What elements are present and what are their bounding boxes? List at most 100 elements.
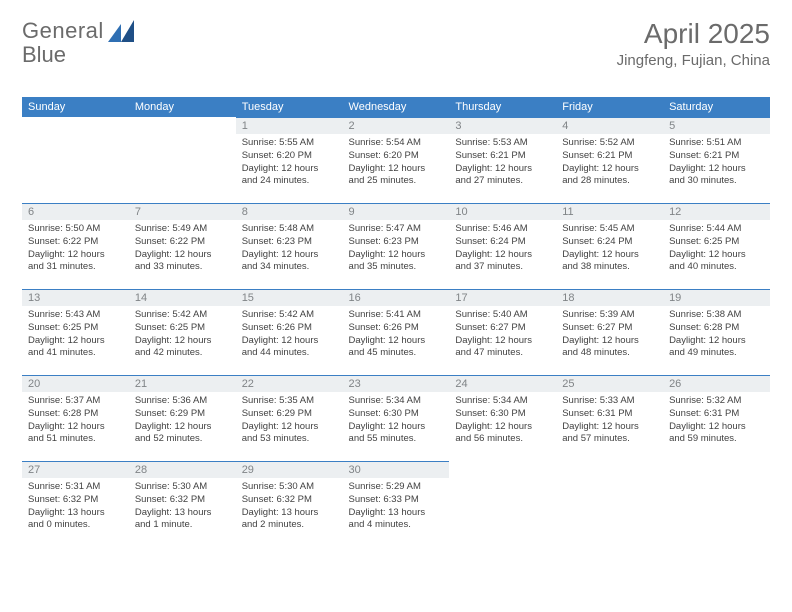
day-content: Sunrise: 5:32 AMSunset: 6:31 PMDaylight:… [663, 392, 770, 450]
calendar-cell: 9Sunrise: 5:47 AMSunset: 6:23 PMDaylight… [343, 203, 450, 289]
day-number: 14 [129, 289, 236, 306]
day-content: Sunrise: 5:35 AMSunset: 6:29 PMDaylight:… [236, 392, 343, 450]
day-content: Sunrise: 5:34 AMSunset: 6:30 PMDaylight:… [343, 392, 450, 450]
day-content: Sunrise: 5:54 AMSunset: 6:20 PMDaylight:… [343, 134, 450, 192]
calendar-row: 27Sunrise: 5:31 AMSunset: 6:32 PMDayligh… [22, 461, 770, 547]
calendar-row: 6Sunrise: 5:50 AMSunset: 6:22 PMDaylight… [22, 203, 770, 289]
calendar-page: General April 2025 Jingfeng, Fujian, Chi… [0, 0, 792, 565]
day-number: 6 [22, 203, 129, 220]
day-content: Sunrise: 5:40 AMSunset: 6:27 PMDaylight:… [449, 306, 556, 364]
day-content: Sunrise: 5:38 AMSunset: 6:28 PMDaylight:… [663, 306, 770, 364]
weekday-header: Friday [556, 97, 663, 117]
day-content: Sunrise: 5:42 AMSunset: 6:25 PMDaylight:… [129, 306, 236, 364]
day-content: Sunrise: 5:48 AMSunset: 6:23 PMDaylight:… [236, 220, 343, 278]
day-number: 10 [449, 203, 556, 220]
calendar-cell: 5Sunrise: 5:51 AMSunset: 6:21 PMDaylight… [663, 117, 770, 203]
day-number: 3 [449, 117, 556, 134]
title-block: April 2025 Jingfeng, Fujian, China [617, 18, 770, 69]
day-number: 30 [343, 461, 450, 478]
day-content: Sunrise: 5:30 AMSunset: 6:32 PMDaylight:… [129, 478, 236, 536]
day-number: 8 [236, 203, 343, 220]
calendar-cell [663, 461, 770, 547]
day-number: 25 [556, 375, 663, 392]
day-number: 15 [236, 289, 343, 306]
day-number: 19 [663, 289, 770, 306]
weekday-header: Saturday [663, 97, 770, 117]
calendar-row: 20Sunrise: 5:37 AMSunset: 6:28 PMDayligh… [22, 375, 770, 461]
calendar-cell: 15Sunrise: 5:42 AMSunset: 6:26 PMDayligh… [236, 289, 343, 375]
location: Jingfeng, Fujian, China [617, 52, 770, 69]
calendar-cell: 14Sunrise: 5:42 AMSunset: 6:25 PMDayligh… [129, 289, 236, 375]
calendar-cell [556, 461, 663, 547]
month-title: April 2025 [617, 18, 770, 50]
calendar-cell: 2Sunrise: 5:54 AMSunset: 6:20 PMDaylight… [343, 117, 450, 203]
calendar-cell: 10Sunrise: 5:46 AMSunset: 6:24 PMDayligh… [449, 203, 556, 289]
day-number: 4 [556, 117, 663, 134]
day-number: 17 [449, 289, 556, 306]
calendar-cell: 18Sunrise: 5:39 AMSunset: 6:27 PMDayligh… [556, 289, 663, 375]
day-number: 5 [663, 117, 770, 134]
logo: General [22, 18, 138, 44]
calendar-cell: 7Sunrise: 5:49 AMSunset: 6:22 PMDaylight… [129, 203, 236, 289]
calendar-cell: 21Sunrise: 5:36 AMSunset: 6:29 PMDayligh… [129, 375, 236, 461]
day-content: Sunrise: 5:51 AMSunset: 6:21 PMDaylight:… [663, 134, 770, 192]
calendar-cell: 13Sunrise: 5:43 AMSunset: 6:25 PMDayligh… [22, 289, 129, 375]
calendar-body: 1Sunrise: 5:55 AMSunset: 6:20 PMDaylight… [22, 117, 770, 547]
calendar-head: SundayMondayTuesdayWednesdayThursdayFrid… [22, 97, 770, 117]
calendar-cell: 16Sunrise: 5:41 AMSunset: 6:26 PMDayligh… [343, 289, 450, 375]
day-content: Sunrise: 5:39 AMSunset: 6:27 PMDaylight:… [556, 306, 663, 364]
day-content: Sunrise: 5:49 AMSunset: 6:22 PMDaylight:… [129, 220, 236, 278]
calendar-cell: 1Sunrise: 5:55 AMSunset: 6:20 PMDaylight… [236, 117, 343, 203]
calendar-cell: 26Sunrise: 5:32 AMSunset: 6:31 PMDayligh… [663, 375, 770, 461]
calendar-cell: 4Sunrise: 5:52 AMSunset: 6:21 PMDaylight… [556, 117, 663, 203]
calendar-cell: 22Sunrise: 5:35 AMSunset: 6:29 PMDayligh… [236, 375, 343, 461]
day-number: 9 [343, 203, 450, 220]
calendar-cell: 12Sunrise: 5:44 AMSunset: 6:25 PMDayligh… [663, 203, 770, 289]
day-number: 18 [556, 289, 663, 306]
day-content: Sunrise: 5:30 AMSunset: 6:32 PMDaylight:… [236, 478, 343, 536]
calendar-cell: 30Sunrise: 5:29 AMSunset: 6:33 PMDayligh… [343, 461, 450, 547]
day-content: Sunrise: 5:44 AMSunset: 6:25 PMDaylight:… [663, 220, 770, 278]
day-content: Sunrise: 5:42 AMSunset: 6:26 PMDaylight:… [236, 306, 343, 364]
day-number: 28 [129, 461, 236, 478]
weekday-header: Wednesday [343, 97, 450, 117]
topbar: General April 2025 Jingfeng, Fujian, Chi… [22, 18, 770, 69]
day-number: 1 [236, 117, 343, 134]
day-content: Sunrise: 5:37 AMSunset: 6:28 PMDaylight:… [22, 392, 129, 450]
logo-text-1: General [22, 18, 104, 44]
day-content: Sunrise: 5:53 AMSunset: 6:21 PMDaylight:… [449, 134, 556, 192]
day-number: 26 [663, 375, 770, 392]
calendar-cell: 19Sunrise: 5:38 AMSunset: 6:28 PMDayligh… [663, 289, 770, 375]
day-number: 24 [449, 375, 556, 392]
day-content: Sunrise: 5:46 AMSunset: 6:24 PMDaylight:… [449, 220, 556, 278]
day-number: 22 [236, 375, 343, 392]
weekday-header: Thursday [449, 97, 556, 117]
day-number: 13 [22, 289, 129, 306]
calendar-row: 13Sunrise: 5:43 AMSunset: 6:25 PMDayligh… [22, 289, 770, 375]
day-number: 23 [343, 375, 450, 392]
calendar-cell: 11Sunrise: 5:45 AMSunset: 6:24 PMDayligh… [556, 203, 663, 289]
calendar-cell: 8Sunrise: 5:48 AMSunset: 6:23 PMDaylight… [236, 203, 343, 289]
calendar-cell: 25Sunrise: 5:33 AMSunset: 6:31 PMDayligh… [556, 375, 663, 461]
day-content: Sunrise: 5:41 AMSunset: 6:26 PMDaylight:… [343, 306, 450, 364]
calendar-cell [22, 117, 129, 203]
calendar-cell: 24Sunrise: 5:34 AMSunset: 6:30 PMDayligh… [449, 375, 556, 461]
calendar-cell: 28Sunrise: 5:30 AMSunset: 6:32 PMDayligh… [129, 461, 236, 547]
day-content: Sunrise: 5:36 AMSunset: 6:29 PMDaylight:… [129, 392, 236, 450]
day-content: Sunrise: 5:34 AMSunset: 6:30 PMDaylight:… [449, 392, 556, 450]
calendar-cell: 6Sunrise: 5:50 AMSunset: 6:22 PMDaylight… [22, 203, 129, 289]
day-content: Sunrise: 5:29 AMSunset: 6:33 PMDaylight:… [343, 478, 450, 536]
logo-mark-icon [108, 20, 134, 42]
logo-text-2: Blue [22, 42, 66, 68]
calendar-cell: 3Sunrise: 5:53 AMSunset: 6:21 PMDaylight… [449, 117, 556, 203]
calendar-cell [449, 461, 556, 547]
day-content: Sunrise: 5:55 AMSunset: 6:20 PMDaylight:… [236, 134, 343, 192]
calendar-cell: 27Sunrise: 5:31 AMSunset: 6:32 PMDayligh… [22, 461, 129, 547]
day-number: 7 [129, 203, 236, 220]
day-number: 11 [556, 203, 663, 220]
day-number: 20 [22, 375, 129, 392]
weekday-header: Tuesday [236, 97, 343, 117]
weekday-header: Monday [129, 97, 236, 117]
day-number: 12 [663, 203, 770, 220]
calendar-cell: 17Sunrise: 5:40 AMSunset: 6:27 PMDayligh… [449, 289, 556, 375]
